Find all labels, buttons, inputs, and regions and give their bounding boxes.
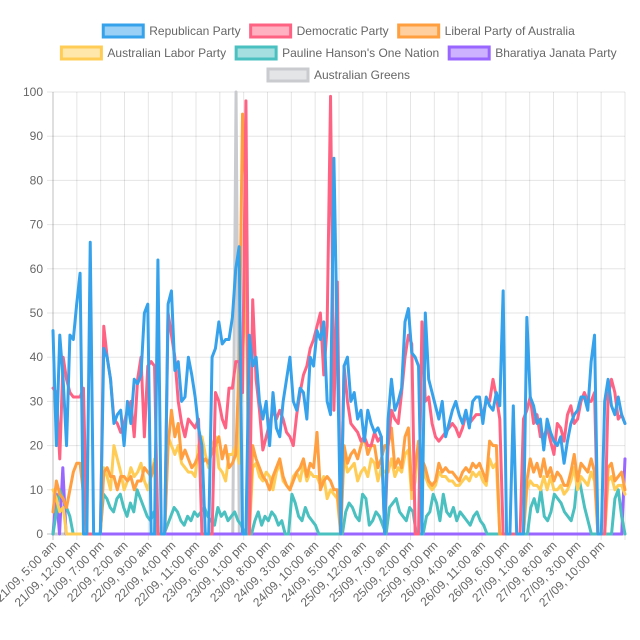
y-tick-label: 40 [30, 350, 44, 364]
legend-label: Bharatiya Janata Party [495, 46, 616, 60]
legend-item[interactable]: Democratic Party [249, 23, 389, 39]
legend-swatch [447, 45, 491, 61]
y-tick-label: 100 [23, 85, 43, 99]
legend-label: Republican Party [149, 24, 240, 38]
y-tick-label: 50 [30, 306, 44, 320]
series-lines [51, 90, 627, 536]
legend-label: Democratic Party [297, 24, 389, 38]
y-tick-label: 30 [30, 394, 44, 408]
legend-item[interactable]: Bharatiya Janata Party [447, 45, 617, 61]
legend-label: Pauline Hanson's One Nation [282, 46, 439, 60]
legend-swatch [59, 45, 103, 61]
legend-item[interactable]: Australian Greens [266, 67, 410, 83]
y-tick-label: 80 [30, 173, 44, 187]
legend-label: Australian Greens [314, 68, 410, 82]
y-tick-label: 10 [30, 483, 44, 497]
legend-swatch [234, 45, 278, 61]
y-tick-label: 20 [30, 439, 44, 453]
y-axis: 0 10 20 30 40 50 60 70 80 90 100 [23, 85, 43, 541]
legend-label: Liberal Party of Australia [445, 24, 575, 38]
legend-swatch [101, 23, 145, 39]
series-line-pauline-hanson-s-one-nation[interactable] [51, 470, 627, 536]
legend-swatch [397, 23, 441, 39]
y-tick-label: 0 [36, 527, 43, 541]
series-line-republican-party[interactable] [51, 156, 627, 536]
legend-swatch [249, 23, 293, 39]
legend: Republican Party Democratic Party Liberal … [59, 23, 617, 83]
legend-item[interactable]: Liberal Party of Australia [397, 23, 575, 39]
legend-item[interactable]: Pauline Hanson's One Nation [234, 45, 439, 61]
legend-item[interactable]: Republican Party [101, 23, 241, 39]
legend-label: Australian Labor Party [107, 46, 226, 60]
y-tick-label: 90 [30, 129, 44, 143]
y-tick-label: 70 [30, 218, 44, 232]
legend-swatch [266, 67, 310, 83]
y-tick-label: 60 [30, 262, 44, 276]
legend-item[interactable]: Australian Labor Party [59, 45, 226, 61]
